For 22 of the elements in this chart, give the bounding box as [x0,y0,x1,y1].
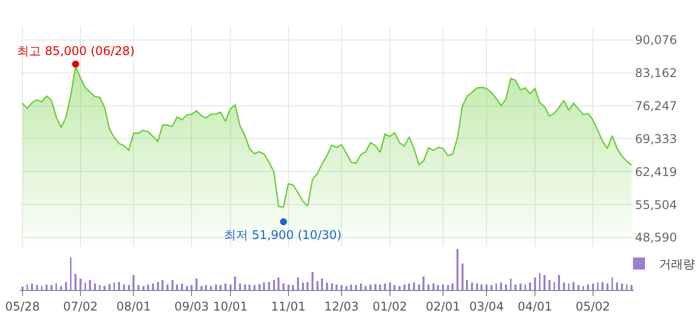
x-tick-label: 02/01 [426,299,460,314]
y-tick-label: 90,076 [635,33,677,48]
y-tick-label: 55,504 [635,198,677,212]
y-tick-label: 83,162 [635,66,677,80]
x-tick-label: 11/01 [271,299,306,314]
x-tick-label: 04/01 [518,299,552,314]
x-tick-label: 05/02 [576,299,610,314]
y-tick-label: 48,590 [635,230,677,245]
x-tick-label: 12/03 [324,299,359,314]
y-tick-label: 62,419 [635,164,677,179]
x-tick-label: 07/02 [63,299,98,314]
annotation: 최저 51,900 (10/30) [224,228,342,242]
y-tick-label: 69,333 [635,132,677,146]
x-tick-label: 08/01 [116,299,151,314]
x-tick-label: 05/28 [5,299,40,314]
x-tick-label: 09/03 [174,299,209,314]
x-tick-label: 03/04 [469,299,504,314]
x-tick-label: 01/02 [372,299,408,314]
x-tick-label: 10/01 [213,299,248,314]
legend-label: 거래량 [659,257,695,272]
y-tick-label: 76,247 [635,98,677,113]
annotation: 최고 85,000 (06/28) [17,44,135,58]
